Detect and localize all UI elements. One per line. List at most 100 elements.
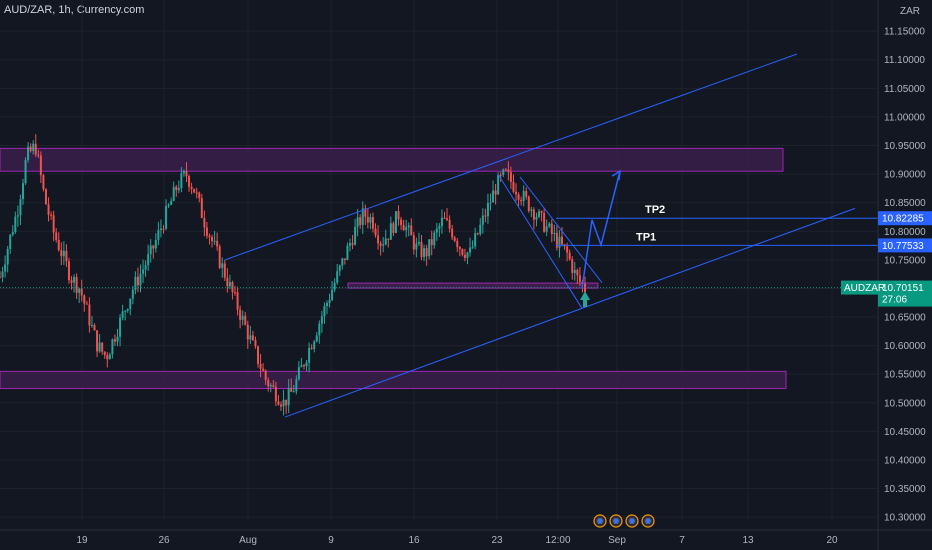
candle-body <box>430 239 433 246</box>
x-tick-label: 12:00 <box>545 535 570 546</box>
y-tick-label: 10.60000 <box>884 341 926 352</box>
candle-body <box>182 171 185 174</box>
y-tick-label: 10.90000 <box>884 170 926 181</box>
candle-body <box>42 175 45 190</box>
channel-upper-line <box>224 53 798 261</box>
candle-body <box>336 271 339 283</box>
candle-body <box>504 169 507 171</box>
y-tick-label: 11.00000 <box>884 112 925 123</box>
candle-body <box>302 365 305 367</box>
candle-body <box>19 199 22 216</box>
candle-body <box>461 249 464 255</box>
candle-body <box>170 200 173 205</box>
candle-body <box>154 239 157 249</box>
candle-body <box>315 335 318 342</box>
candle-body <box>351 243 354 245</box>
candle-body <box>101 342 104 352</box>
candle-body <box>34 143 37 155</box>
zone-rect <box>0 370 787 389</box>
candle-body <box>290 387 293 392</box>
candle-body <box>208 235 211 237</box>
candle-body <box>371 217 374 229</box>
candle-body <box>346 245 349 260</box>
candle-body <box>305 362 308 367</box>
candle-body <box>443 217 446 219</box>
candle-body <box>136 276 139 286</box>
candle-body <box>1 271 4 278</box>
candle-body <box>195 192 198 194</box>
candle-body <box>32 143 35 151</box>
candle-body <box>165 206 168 229</box>
candle-body <box>425 248 428 257</box>
candle-body <box>492 190 495 203</box>
candle-body <box>254 340 257 347</box>
candle-body <box>108 354 111 360</box>
bar-countdown: 27:06 <box>882 295 907 306</box>
y-tick-label: 10.80000 <box>884 227 926 238</box>
event-flag-icon <box>613 518 619 524</box>
candle-body <box>6 248 9 265</box>
candle-body <box>325 302 328 307</box>
candle-body <box>106 355 109 360</box>
x-tick-label: 7 <box>679 535 685 546</box>
candle-body <box>119 317 122 337</box>
tp-label: TP1 <box>636 231 656 243</box>
candle-body <box>320 316 323 324</box>
zone-rect <box>0 147 784 172</box>
candle-body <box>310 347 313 349</box>
candle-body <box>466 252 469 258</box>
candle-body <box>566 246 569 253</box>
last-price-value: 10.70151 <box>882 283 924 294</box>
event-flag-icon <box>629 518 635 524</box>
x-tick-label: Sep <box>608 535 626 546</box>
candle-body <box>392 223 395 233</box>
flag-line <box>497 173 583 309</box>
candle-body <box>553 232 556 234</box>
time-axis[interactable]: 19 26 Aug 9 16 23 12:00 Sep 7 13 20 <box>0 514 932 546</box>
candle-body <box>246 324 249 340</box>
candle-body <box>9 234 12 249</box>
candle-body <box>359 217 362 225</box>
candle-body <box>16 215 19 217</box>
candle-body <box>244 315 247 325</box>
candle-body <box>384 238 387 245</box>
candle-body <box>85 303 88 305</box>
candle-body <box>223 263 226 278</box>
candle-body <box>257 346 260 364</box>
y-tick-label: 10.40000 <box>884 455 926 466</box>
projection-path <box>581 171 621 289</box>
candle-body <box>60 250 63 257</box>
candle-body <box>451 228 454 238</box>
candle-body <box>200 198 203 218</box>
candle-body <box>264 370 267 380</box>
candle-body <box>98 342 101 352</box>
candle-body <box>405 227 408 231</box>
x-tick-label: 9 <box>328 535 334 546</box>
candle-body <box>131 289 134 299</box>
candle-body <box>469 247 472 253</box>
candle-body <box>282 399 285 407</box>
candle-body <box>453 237 456 241</box>
candle-body <box>251 335 254 341</box>
candle-body <box>530 209 533 211</box>
candle-body <box>331 289 334 300</box>
x-tick-label: Aug <box>239 535 257 546</box>
candle-body <box>308 347 311 363</box>
candle-body <box>354 226 357 245</box>
candle-body <box>295 379 298 392</box>
currency-label: ZAR <box>900 6 920 17</box>
candle-body <box>366 216 369 223</box>
candle-body <box>343 258 346 260</box>
candle-body <box>369 217 372 223</box>
candle-body <box>489 202 492 204</box>
price-axis[interactable]: 11.15000 11.10000 11.05000 11.00000 10.95000… <box>877 0 926 550</box>
candle-body <box>576 269 579 276</box>
candle-body <box>486 202 489 217</box>
candle-body <box>292 391 295 393</box>
y-tick-label: 10.30000 <box>884 513 926 524</box>
y-tick-label: 10.75000 <box>884 255 926 266</box>
projection-arrowhead <box>611 169 621 181</box>
channel-lower-line <box>284 207 856 418</box>
